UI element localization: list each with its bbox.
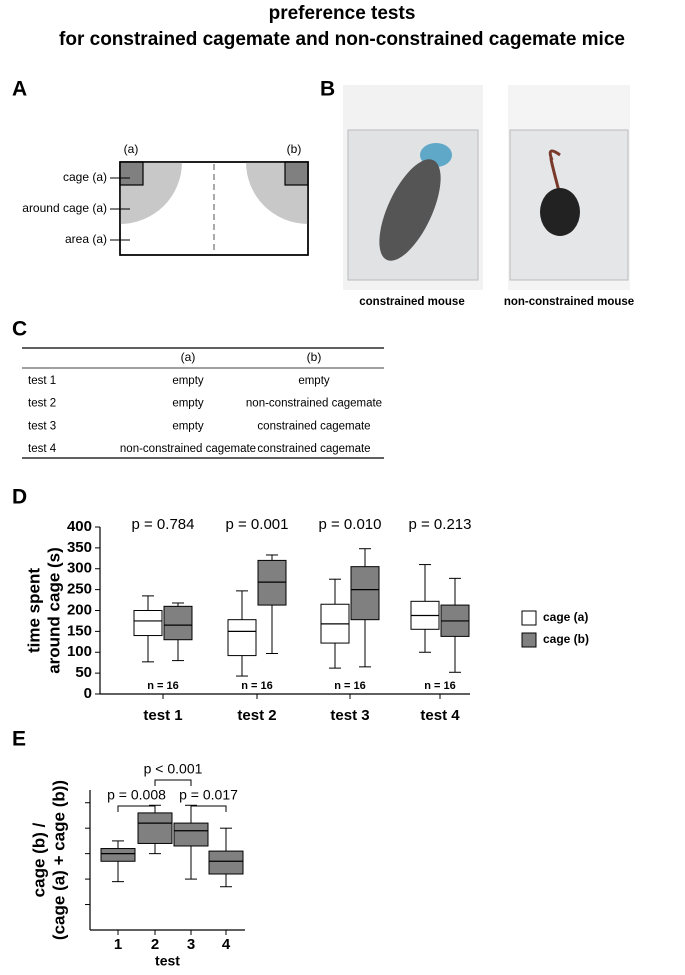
box: [173, 822, 209, 847]
p-value: p = 0.001: [226, 516, 289, 533]
x-axis-title: test: [155, 953, 180, 969]
bracket: [117, 805, 156, 812]
table-cell: non-constrained cagemate: [120, 443, 256, 455]
legend-label: cage (a): [543, 610, 588, 624]
table-cell: empty: [172, 398, 204, 410]
y-tick-label: 200: [67, 601, 92, 618]
table-cell: test 3: [28, 420, 56, 432]
diagram-label: around cage (a): [22, 201, 107, 215]
bracket: [154, 779, 192, 786]
panel-label: D: [12, 486, 27, 509]
title: for constrained cagemate and non-constra…: [59, 29, 625, 50]
p-value: p = 0.784: [132, 516, 195, 533]
p-value: p < 0.001: [144, 761, 203, 777]
box: [133, 610, 163, 637]
p-value: p = 0.010: [319, 516, 382, 533]
y-tick-label: 400: [67, 518, 92, 535]
x-tick-label: test 4: [420, 707, 460, 724]
panel-label: C: [12, 318, 27, 341]
table-cell: empty: [172, 420, 204, 432]
box: [257, 559, 287, 606]
panel-label: A: [12, 78, 27, 101]
diagram-label: area (a): [65, 232, 107, 246]
table-cell: non-constrained cagemate: [246, 398, 382, 410]
table-cell: empty: [172, 375, 204, 387]
y-axis-title: cage (b) /: [29, 822, 48, 897]
y-tick-label: 150: [67, 622, 92, 639]
n-label: n = 16: [241, 680, 273, 692]
n-label: n = 16: [147, 680, 179, 692]
photo-caption: non-constrained mouse: [504, 296, 634, 308]
x-tick-label: 2: [151, 936, 159, 953]
diagram-label: (b): [287, 142, 302, 156]
y-tick-label: 100: [67, 643, 92, 660]
cage: [119, 161, 144, 186]
x-tick-label: 4: [222, 936, 231, 953]
y-tick-label: 350: [67, 539, 92, 556]
table-header: (b): [307, 350, 322, 364]
panel-label: E: [12, 728, 26, 751]
tail: [548, 149, 562, 196]
panel-label: B: [320, 78, 335, 101]
x-tick-label: test 3: [330, 707, 369, 724]
legend-swatch: [521, 632, 537, 648]
y-axis-title: around cage (s): [44, 547, 63, 674]
box: [163, 605, 193, 641]
p-value: p = 0.213: [409, 516, 472, 533]
n-label: n = 16: [334, 680, 366, 692]
box: [350, 566, 380, 621]
bracket: [190, 805, 227, 812]
y-axis-title: time spent: [24, 568, 43, 653]
mouse: [379, 159, 441, 261]
x-tick-label: test 1: [143, 707, 182, 724]
table-cell: test 1: [28, 375, 56, 387]
y-tick-label: 250: [67, 581, 92, 598]
diagram-label: (a): [124, 142, 139, 156]
y-tick-label: 50: [75, 664, 92, 681]
y-tick-label: 0: [84, 685, 92, 702]
x-tick-label: 3: [187, 936, 195, 953]
diagram-label: cage (a): [63, 170, 107, 184]
mouse: [540, 188, 580, 236]
table-cell: constrained cagemate: [257, 443, 370, 455]
table-cell: test 4: [28, 443, 57, 455]
box: [100, 848, 136, 862]
box: [208, 850, 244, 875]
box: [227, 619, 257, 657]
x-tick-label: test 2: [237, 707, 276, 724]
table-header: (a): [181, 350, 196, 364]
cage: [284, 161, 309, 186]
p-value: p = 0.017: [179, 787, 238, 803]
y-axis-title: (cage (a) + cage (b)): [49, 780, 68, 940]
n-label: n = 16: [424, 680, 456, 692]
table-cell: empty: [298, 375, 330, 387]
p-value: p = 0.008: [107, 787, 166, 803]
photo-caption: constrained mouse: [359, 296, 464, 308]
legend-swatch: [521, 610, 537, 626]
photo: [343, 85, 483, 290]
box: [137, 812, 173, 844]
x-tick-label: 1: [114, 936, 122, 953]
table-cell: test 2: [28, 398, 56, 410]
photo: [508, 85, 630, 290]
legend-label: cage (b): [543, 632, 589, 646]
title: preference tests: [269, 3, 416, 24]
arena-diagram: [110, 161, 309, 256]
y-tick-label: 300: [67, 560, 92, 577]
table-cell: constrained cagemate: [257, 420, 370, 432]
